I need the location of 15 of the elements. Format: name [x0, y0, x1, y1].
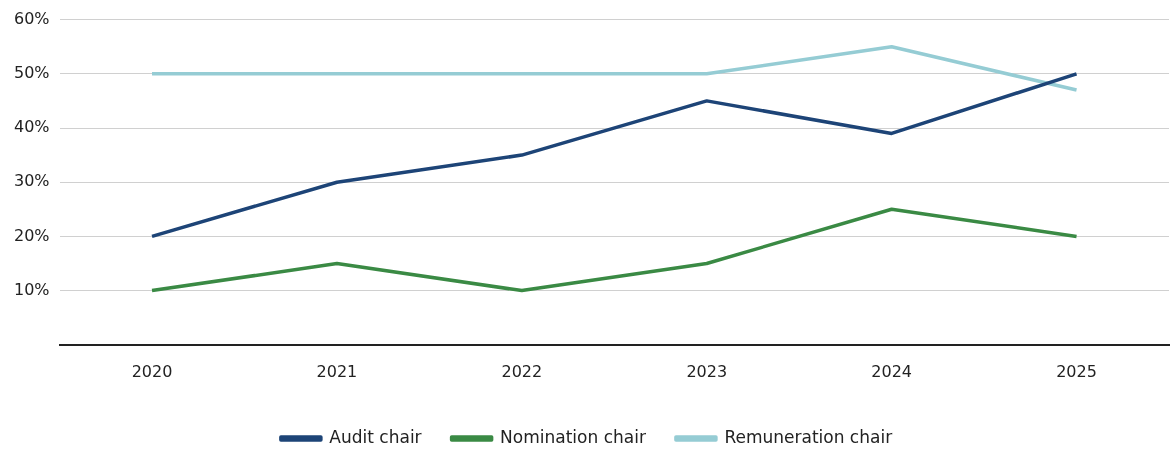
legend-label: Audit chair: [329, 426, 422, 447]
y-tick-label: 50%: [14, 62, 50, 82]
legend-label: Nomination chair: [500, 426, 646, 447]
x-tick-label: 2024: [871, 361, 912, 381]
x-tick-label: 2021: [316, 361, 358, 381]
y-tick-label: 60%: [14, 8, 50, 28]
y-tick-label: 40%: [14, 117, 50, 137]
x-tick-label: 2022: [501, 361, 543, 381]
x-tick-label: 2025: [1056, 361, 1097, 381]
legend-label: Remuneration chair: [724, 426, 893, 447]
x-tick-label: 2020: [131, 361, 173, 381]
y-tick-label: 20%: [14, 225, 50, 245]
y-tick-label: 10%: [14, 279, 50, 299]
x-tick-label: 2023: [686, 361, 728, 381]
y-tick-label: 30%: [14, 171, 50, 191]
